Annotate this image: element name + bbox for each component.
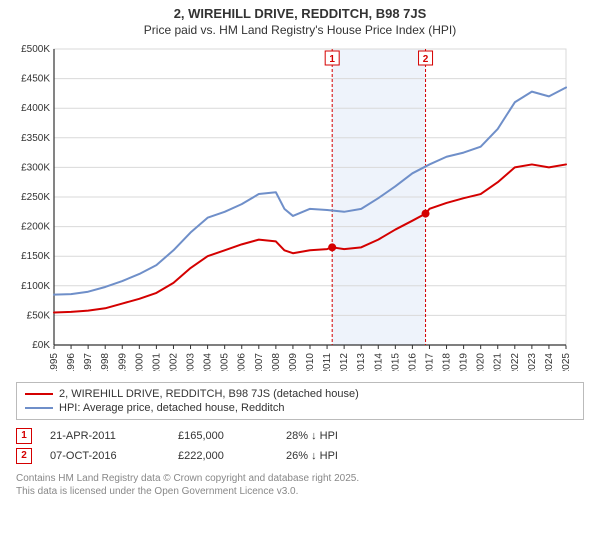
footer-line1: Contains HM Land Registry data © Crown c…: [16, 472, 584, 485]
y-tick-label: £500K: [21, 44, 50, 55]
x-tick-label: 2023: [527, 353, 538, 371]
footer-attribution: Contains HM Land Registry data © Crown c…: [16, 472, 584, 498]
transaction-date: 07-OCT-2016: [50, 450, 160, 462]
x-tick-label: 2021: [493, 353, 504, 371]
x-tick-label: 2019: [459, 353, 470, 371]
x-tick-label: 2003: [186, 353, 197, 371]
x-tick-label: 2025: [561, 353, 570, 371]
y-tick-label: £50K: [27, 310, 51, 321]
x-tick-label: 2011: [322, 353, 333, 371]
y-tick-label: £100K: [21, 281, 50, 292]
x-tick-label: 2016: [407, 353, 418, 371]
transaction-marker: 1: [16, 428, 32, 444]
x-tick-label: 1997: [83, 353, 94, 371]
legend-swatch: [25, 393, 53, 395]
y-tick-label: £200K: [21, 222, 50, 233]
y-tick-label: £300K: [21, 162, 50, 173]
x-tick-label: 1998: [100, 353, 111, 371]
legend-label: HPI: Average price, detached house, Redd…: [59, 402, 284, 414]
x-tick-label: 2000: [134, 353, 145, 371]
chart-title-block: 2, WIREHILL DRIVE, REDDITCH, B98 7JS Pri…: [0, 0, 600, 37]
x-tick-label: 2024: [544, 353, 555, 371]
y-tick-label: £150K: [21, 251, 50, 262]
x-tick-label: 2004: [203, 353, 214, 371]
title-line1: 2, WIREHILL DRIVE, REDDITCH, B98 7JS: [0, 6, 600, 21]
y-tick-label: £450K: [21, 74, 50, 85]
x-tick-label: 2006: [237, 353, 248, 371]
x-tick-label: 2002: [168, 353, 179, 371]
legend-row: HPI: Average price, detached house, Redd…: [25, 401, 575, 415]
x-tick-label: 2013: [356, 353, 367, 371]
x-tick-label: 2012: [339, 353, 350, 371]
legend-swatch: [25, 407, 53, 409]
x-tick-label: 2010: [305, 353, 316, 371]
y-tick-label: £400K: [21, 103, 50, 114]
transaction-price: £165,000: [178, 430, 268, 442]
transaction-delta: 26% ↓ HPI: [286, 450, 396, 462]
x-tick-label: 2001: [151, 353, 162, 371]
x-tick-label: 2005: [220, 353, 231, 371]
series-hpi: [54, 87, 566, 294]
title-line2: Price paid vs. HM Land Registry's House …: [0, 23, 600, 37]
x-tick-label: 2017: [424, 353, 435, 371]
x-tick-label: 2020: [476, 353, 487, 371]
price-chart: £0K £50K £100K £150K £200K £250K £300K £350K £40…: [10, 41, 570, 371]
transaction-date: 21-APR-2011: [50, 430, 160, 442]
transaction-price: £222,000: [178, 450, 268, 462]
legend-box: 2, WIREHILL DRIVE, REDDITCH, B98 7JS (de…: [16, 382, 584, 420]
x-tick-label: 2015: [390, 353, 401, 371]
x-tick-label: 2007: [254, 353, 265, 371]
transaction-marker: 2: [16, 448, 32, 464]
legend-row: 2, WIREHILL DRIVE, REDDITCH, B98 7JS (de…: [25, 387, 575, 401]
footer-line2: This data is licensed under the Open Gov…: [16, 485, 584, 498]
legend-label: 2, WIREHILL DRIVE, REDDITCH, B98 7JS (de…: [59, 388, 359, 400]
x-tick-label: 1995: [49, 353, 60, 371]
y-tick-label: £250K: [21, 192, 50, 203]
y-tick-label: £0K: [32, 340, 50, 351]
chart-container: £0K £50K £100K £150K £200K £250K £300K £350K £40…: [10, 41, 590, 376]
transactions-table: 1 21-APR-2011 £165,000 28% ↓ HPI 2 07-OCT-201…: [16, 426, 584, 466]
transaction-delta: 28% ↓ HPI: [286, 430, 396, 442]
x-tick-label: 1999: [117, 353, 128, 371]
transaction-row: 2 07-OCT-2016 £222,000 26% ↓ HPI: [16, 446, 584, 466]
transaction-row: 1 21-APR-2011 £165,000 28% ↓ HPI: [16, 426, 584, 446]
x-tick-label: 2018: [442, 353, 453, 371]
marker-label: 1: [329, 54, 335, 65]
series-price_paid: [54, 164, 566, 312]
x-tick-label: 2014: [373, 353, 384, 371]
x-tick-label: 2022: [510, 353, 521, 371]
x-tick-label: 2008: [271, 353, 282, 371]
x-tick-label: 2009: [288, 353, 299, 371]
y-tick-label: £350K: [21, 133, 50, 144]
marker-label: 2: [423, 54, 429, 65]
x-tick-label: 1996: [66, 353, 77, 371]
